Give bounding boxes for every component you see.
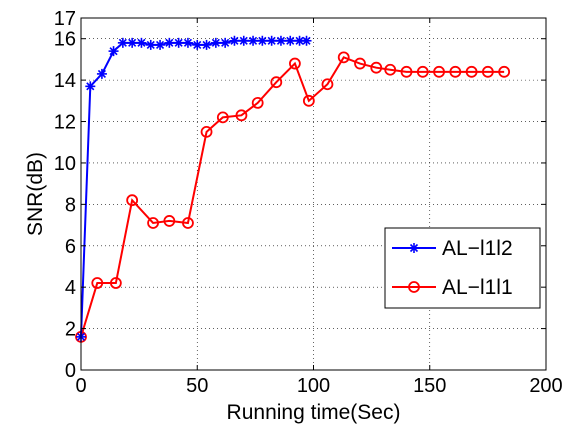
data-point (235, 109, 248, 122)
data-point (192, 39, 203, 50)
y-tick-label: 14 (54, 70, 76, 92)
series-al-l1l1 (75, 51, 511, 343)
legend-marker (409, 243, 419, 253)
legend-label: AL−l1l1 (442, 276, 513, 299)
data-point (173, 37, 184, 48)
y-axis-label: SNR(dB) (24, 152, 47, 236)
data-point (498, 65, 511, 78)
y-tick-label: 8 (65, 194, 76, 216)
data-point (220, 37, 231, 48)
data-point (96, 68, 107, 79)
data-point (145, 39, 156, 50)
data-point (108, 46, 119, 57)
data-point (275, 35, 286, 46)
data-point (136, 37, 147, 48)
data-point (85, 81, 96, 92)
y-tick-label: 10 (54, 153, 76, 175)
x-tick-label: 0 (75, 375, 86, 397)
data-point (238, 35, 249, 46)
data-point (400, 65, 413, 78)
legend-marker (408, 281, 420, 293)
data-point (200, 125, 213, 138)
data-point (126, 194, 139, 207)
data-point (285, 35, 296, 46)
data-point (433, 65, 445, 78)
data-point (465, 65, 478, 78)
y-tick-label: 4 (65, 277, 76, 299)
data-point (384, 63, 397, 76)
data-point (337, 51, 350, 64)
data-point (354, 57, 366, 70)
data-point (109, 277, 122, 289)
data-point (201, 39, 212, 50)
data-point (416, 65, 429, 78)
data-point (370, 61, 383, 74)
legend-box (384, 227, 541, 309)
data-point (251, 96, 264, 109)
data-point (216, 111, 229, 124)
data-point (270, 76, 283, 89)
data-point (288, 57, 301, 70)
x-axis-label: Running time(Sec) (227, 401, 401, 424)
data-point (117, 37, 128, 48)
data-point (302, 94, 315, 107)
x-tick-label: 50 (186, 375, 208, 397)
data-point (127, 37, 138, 48)
grid-lines (81, 18, 546, 370)
data-point (163, 215, 176, 227)
series-al-l1l2 (76, 35, 312, 342)
data-point (164, 37, 175, 48)
data-point (321, 78, 334, 91)
data-point (182, 37, 193, 48)
data-point (266, 35, 277, 46)
legend-entry: AL−l1l2 (392, 237, 513, 260)
x-tick-label: 150 (413, 375, 446, 397)
legend: AL−l1l2 AL−l1l1 (384, 227, 541, 309)
y-tick-label: 6 (65, 236, 76, 258)
data-point (481, 65, 494, 78)
data-point (301, 35, 312, 46)
x-tick-label: 200 (529, 375, 562, 397)
data-point (155, 39, 166, 50)
x-tick-label: 100 (297, 375, 330, 397)
data-point (257, 35, 268, 46)
y-tick-label: 17 (54, 8, 76, 30)
legend-label: AL−l1l2 (442, 237, 513, 260)
data-point (182, 217, 194, 229)
data-point (229, 35, 240, 46)
data-point (210, 37, 221, 48)
data-point (449, 65, 462, 78)
series-layer (75, 35, 511, 343)
y-tick-label: 0 (65, 360, 76, 382)
data-point (91, 277, 104, 289)
data-point (147, 217, 159, 229)
legend-entry: AL−l1l1 (392, 276, 513, 299)
y-tick-label: 16 (54, 29, 76, 51)
series-line (80, 56, 505, 338)
data-point (248, 35, 259, 46)
y-tick-label: 2 (65, 319, 76, 341)
y-tick-label: 12 (54, 112, 76, 134)
